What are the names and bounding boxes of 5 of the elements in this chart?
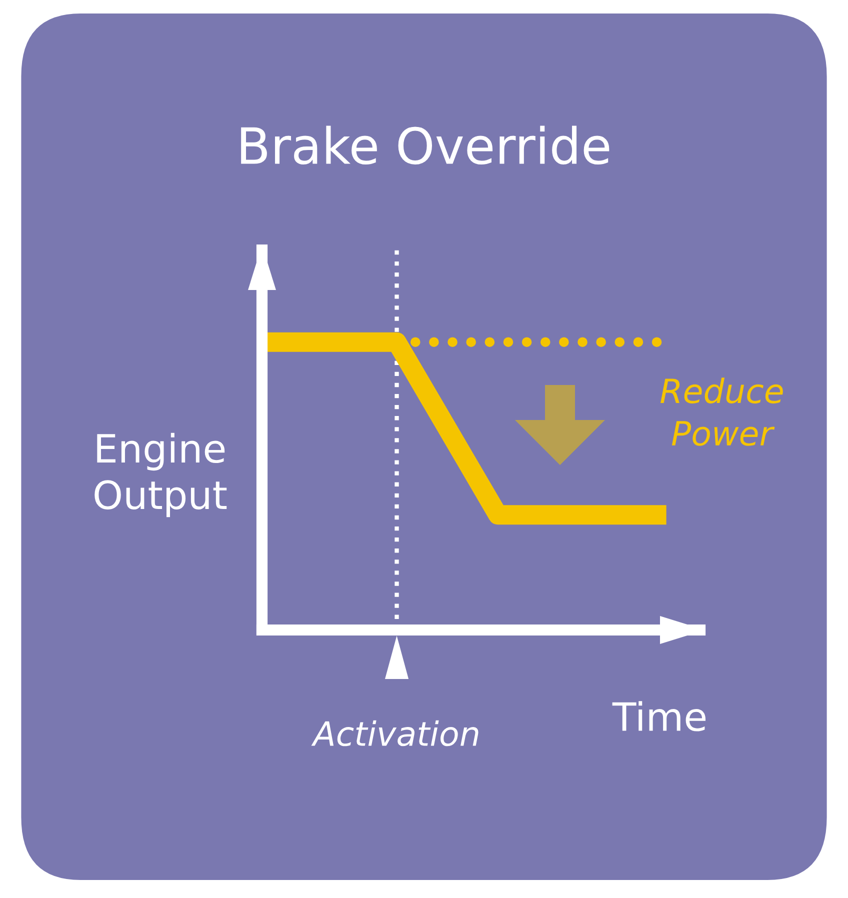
text: Activation bbox=[311, 720, 478, 746]
x-axis-title: Time bbox=[612, 701, 706, 732]
annotation: Reduce Power bbox=[660, 378, 783, 446]
chart-title: Brake Override bbox=[241, 126, 610, 165]
y-axis-title: Engine Output bbox=[94, 432, 227, 518]
